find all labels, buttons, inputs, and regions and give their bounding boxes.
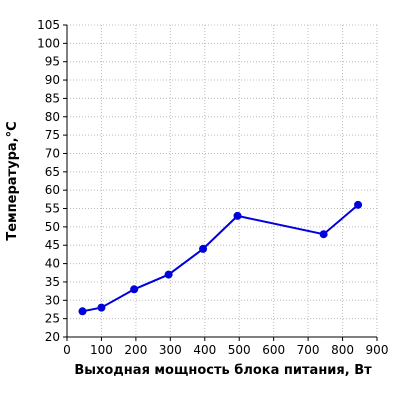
x-tick-label: 0	[63, 343, 71, 357]
data-point	[199, 244, 208, 253]
y-tick-label: 55	[45, 202, 60, 216]
y-tick-label: 60	[45, 183, 60, 197]
x-tick-label: 700	[297, 343, 320, 357]
y-tick-label: 75	[45, 128, 60, 142]
y-tick-label: 20	[45, 330, 60, 344]
series	[78, 200, 363, 316]
x-tick-label: 100	[90, 343, 113, 357]
data-point	[233, 211, 242, 220]
x-tick-label: 400	[193, 343, 216, 357]
y-tick-label: 35	[45, 275, 60, 289]
x-tick-label: 500	[228, 343, 251, 357]
y-tick-label: 95	[45, 55, 60, 69]
y-tick-label: 70	[45, 146, 60, 160]
data-point	[354, 200, 363, 209]
grid	[67, 24, 378, 337]
y-tick-label: 40	[45, 257, 60, 271]
x-tick-label: 300	[159, 343, 182, 357]
y-tick-label: 100	[37, 36, 60, 50]
y-tick-label: 105	[37, 18, 60, 32]
y-axis-ticks: 20 25 30 35 40 45 50 55 60 65 70 75 80 85 90 95 100 105	[37, 18, 67, 344]
x-axis-label: Выходная мощность блока питания, Вт	[74, 363, 372, 378]
y-tick-label: 65	[45, 165, 60, 179]
data-point	[97, 303, 106, 312]
data-point	[319, 230, 328, 239]
series-line	[82, 204, 359, 313]
y-tick-label: 50	[45, 220, 60, 234]
y-tick-label: 25	[45, 312, 60, 326]
y-tick-label: 85	[45, 91, 60, 105]
y-tick-label: 45	[45, 238, 60, 252]
x-tick-label: 600	[262, 343, 285, 357]
data-point	[130, 285, 139, 294]
y-tick-label: 90	[45, 73, 60, 87]
data-point	[78, 307, 87, 316]
x-tick-label: 200	[124, 343, 147, 357]
x-axis-ticks: 0 100 200 300 400 500 600 700 800 900	[63, 337, 388, 357]
y-tick-label: 80	[45, 110, 60, 124]
y-tick-label: 30	[45, 293, 60, 307]
x-tick-label: 800	[331, 343, 354, 357]
axes	[66, 25, 377, 338]
data-point	[164, 270, 173, 279]
y-axis-label: Температура,°C	[5, 121, 20, 240]
x-tick-label: 900	[366, 343, 389, 357]
